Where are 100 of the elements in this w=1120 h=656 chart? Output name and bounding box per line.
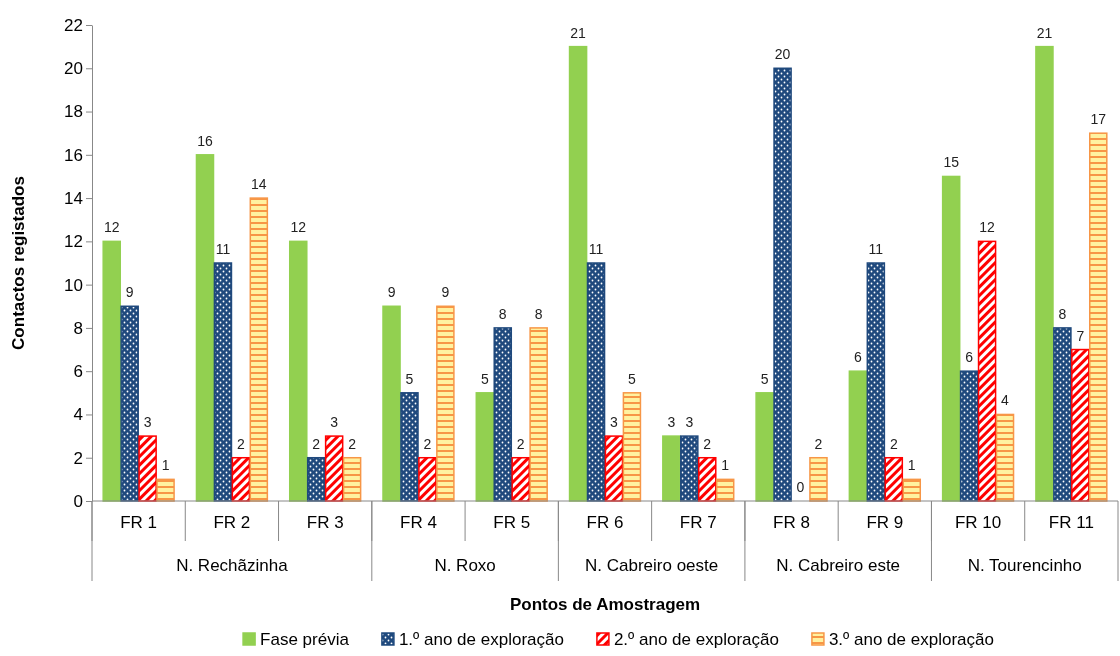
data-label: 3 [685,414,694,431]
data-label: 14 [251,176,267,193]
bar [400,392,419,502]
y-axis-title: Contactos registados [9,176,28,350]
bar [382,305,401,502]
data-label: 8 [534,305,543,322]
data-label: 5 [405,370,414,387]
data-label: 9 [441,284,450,301]
data-label: 21 [1036,24,1053,41]
bar [1053,327,1072,502]
bar [848,370,868,502]
data-label: 21 [570,24,587,41]
data-label: 3 [610,414,619,431]
y-tick-label: 20 [64,59,83,79]
data-label: 9 [387,284,396,301]
x-tick-label: FR 9 [866,513,904,532]
bar [195,154,215,502]
data-label: 5 [760,370,769,387]
data-label: 17 [1090,111,1107,128]
data-label: 2 [703,435,712,452]
data-label: 0 [796,479,805,495]
bar [941,175,961,502]
data-label: 2 [312,435,321,452]
bar [977,240,997,502]
bar [418,456,437,502]
data-label: 2 [423,435,432,452]
y-tick-label: 6 [73,362,83,382]
bar [249,197,269,502]
y-tick-label: 18 [64,102,83,122]
bar [102,240,121,502]
bar [138,435,157,502]
bar [213,262,233,502]
y-tick-label: 22 [64,15,83,35]
data-label: 1 [721,457,730,474]
data-label: 12 [979,219,996,236]
data-label: 2 [889,435,898,452]
bar [324,435,344,502]
legend-label: 1.º ano de exploração [398,630,564,649]
data-label: 4 [1001,392,1010,409]
bar [231,456,251,502]
data-label: 1 [161,457,170,474]
bar [755,392,774,502]
x-tick-label: FR 8 [773,513,810,532]
data-label: 2 [516,435,525,452]
bar [662,435,681,502]
bar [1035,45,1054,502]
x-tick-label: FR 2 [213,513,251,532]
bar [436,305,455,502]
x-tick-label: FR 5 [493,513,531,532]
data-label: 8 [1058,305,1067,322]
x-tick-label: FR 7 [679,513,717,532]
data-label: 2 [236,435,245,452]
legend-label: 2.º ano de exploração [613,630,779,649]
bar [511,456,530,502]
data-label: 2 [348,435,357,452]
text: N. Rechãzinha [176,556,289,575]
data-label: 3 [330,414,339,431]
data-label: 20 [774,46,791,63]
bar [1071,348,1090,502]
text: N. Tourencinho [967,556,1082,575]
bar [604,435,624,502]
legend-label: 3.º ano de exploração [828,630,994,649]
y-tick-label: 4 [73,405,83,425]
bar [773,67,792,502]
data-label: 7 [1076,327,1085,344]
data-label: 6 [965,349,974,366]
bar [1089,132,1108,502]
data-label: 3 [667,414,676,431]
x-tick-label: FR 11 [1048,513,1094,532]
x-tick-label: FR 1 [120,513,158,532]
text: N. Cabreiro este [776,556,901,575]
data-label: 15 [943,154,960,171]
bar [809,456,828,502]
data-label: 11 [588,241,604,257]
y-tick-label: 10 [64,275,83,295]
data-label: 5 [628,370,637,387]
legend-label: Fase prévia [260,630,350,649]
text: N. Cabreiro oeste [585,556,719,575]
y-tick-label: 12 [64,232,83,252]
bar [995,413,1015,502]
bar [959,370,979,502]
data-label: 8 [498,305,507,322]
bar [568,45,588,502]
x-axis-title: Pontos de Amostragem [509,595,701,614]
y-tick-label: 0 [73,491,83,511]
data-label: 16 [197,132,213,149]
data-label: 12 [290,219,307,236]
y-tick-label: 8 [73,318,83,338]
bar [680,435,699,502]
bar [586,262,606,502]
bar [288,240,308,502]
x-tick-label: FR 6 [586,513,624,532]
bar [529,327,548,502]
data-label: 2 [814,435,823,452]
data-label: 1 [907,457,916,474]
x-tick-label: FR 10 [954,513,1002,532]
data-label: 11 [868,241,884,257]
y-tick-label: 2 [73,448,83,468]
data-label: 11 [215,241,231,257]
bar [697,456,717,502]
